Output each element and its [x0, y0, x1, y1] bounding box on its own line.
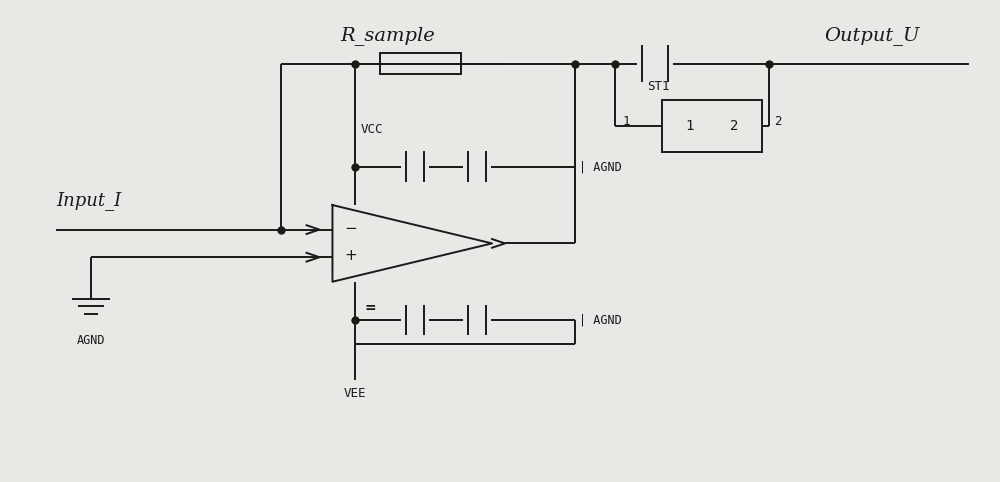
Text: | AGND: | AGND — [579, 160, 622, 173]
Text: | AGND: | AGND — [579, 314, 622, 327]
Text: 2: 2 — [730, 119, 738, 133]
Text: Input_I: Input_I — [56, 191, 121, 210]
Bar — [380, 53, 461, 75]
Text: VCC: VCC — [360, 122, 383, 135]
Text: Output_U: Output_U — [824, 26, 919, 44]
Text: VEE: VEE — [344, 387, 367, 400]
Text: 2: 2 — [774, 115, 782, 128]
Bar — [662, 100, 762, 152]
Text: +: + — [344, 248, 357, 263]
Text: R_sample: R_sample — [340, 26, 435, 44]
Text: ST1: ST1 — [648, 80, 670, 94]
Text: =: = — [365, 301, 376, 315]
Text: AGND: AGND — [77, 335, 105, 348]
Text: 1: 1 — [622, 115, 630, 128]
Text: 1: 1 — [686, 119, 694, 133]
Text: −: − — [344, 221, 357, 236]
